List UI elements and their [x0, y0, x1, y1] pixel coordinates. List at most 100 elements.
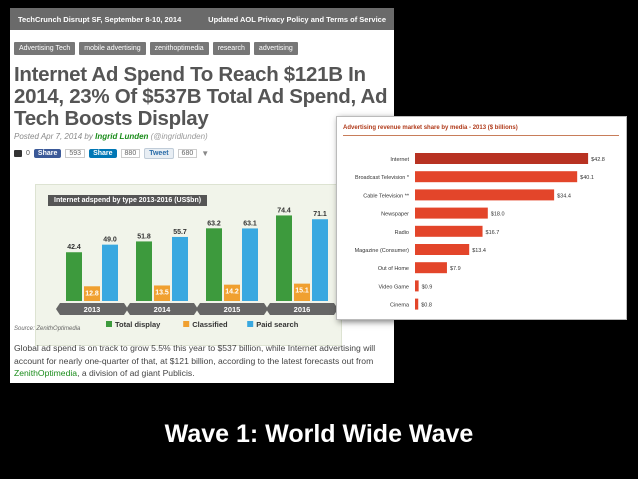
bar-paid-search [312, 219, 328, 301]
media-share-chart: Advertising revenue market share by medi… [336, 116, 627, 320]
social-bar: 0 Share 593 Share 880 Tweet 680 ▼ [14, 148, 209, 159]
legend-swatch [247, 321, 254, 327]
year-tab [56, 303, 128, 315]
bar-classified [154, 285, 170, 301]
category-label: Cable Television ** [363, 193, 410, 199]
bar-classified [294, 283, 310, 301]
legend-entry: Classified [192, 320, 228, 329]
data-label: $42.8 [591, 157, 605, 163]
article-screenshot: TechCrunch Disrupt SF, September 8-10, 2… [10, 8, 394, 383]
data-label: 13.5 [155, 289, 169, 296]
data-label: $40.1 [580, 175, 594, 181]
chart-source: Source: ZenithOptimedia [14, 326, 81, 332]
bar-total-display [136, 241, 152, 301]
adspend-chart: 42.4 12.8 49.0 2013 51.8 13.5 55.7 2014 63.2 14.2… [35, 184, 342, 346]
bar-total-display [276, 215, 292, 301]
data-label: 49.0 [103, 237, 117, 244]
legend-swatch [183, 321, 190, 327]
category-label: Radio [395, 230, 409, 236]
data-label: $0.9 [422, 284, 433, 290]
byline: Posted Apr 7, 2014 by Ingrid Lunden (@in… [14, 132, 208, 141]
year-tab [266, 303, 338, 315]
legend-entry: Paid search [256, 320, 299, 329]
facebook-share-button[interactable]: Share [33, 149, 62, 158]
category-label: Cinema [390, 303, 410, 309]
bar [415, 171, 578, 183]
bar-paid-search [172, 236, 188, 301]
category-label: Broadcast Television * [355, 175, 410, 181]
bar-total-display [206, 228, 222, 301]
bar-paid-search [242, 228, 258, 301]
event-link[interactable]: TechCrunch Disrupt SF, September 8-10, 2… [18, 14, 182, 24]
tag[interactable]: Advertising Tech [14, 42, 76, 55]
comment-icon[interactable] [14, 150, 22, 157]
privacy-link[interactable]: Updated AOL Privacy Policy and Terms of … [208, 14, 386, 24]
tweet-count: 680 [177, 149, 198, 158]
data-label: 14.2 [225, 289, 239, 296]
data-label: 15.1 [295, 288, 309, 295]
data-label: 42.4 [67, 244, 81, 251]
chevron-down-icon[interactable]: ▼ [201, 149, 210, 158]
bar [415, 244, 470, 255]
category-label: Internet [390, 157, 409, 163]
data-label: $13.4 [472, 248, 486, 254]
bar-total-display [66, 252, 82, 301]
data-label: 55.7 [173, 229, 187, 236]
data-label: 74.4 [277, 207, 291, 214]
data-label: 63.2 [207, 220, 221, 227]
category-label: Out of Home [378, 266, 409, 272]
author-handle[interactable]: (@ingridlunden) [150, 132, 208, 141]
bar [415, 153, 589, 164]
media-share-chart-title: Advertising revenue market share by medi… [343, 125, 518, 131]
category-label: Magazine (Consumer) [355, 248, 410, 254]
legend-entry: Total display [115, 320, 161, 329]
tick-label: 2014 [154, 305, 172, 314]
tag[interactable]: research [212, 42, 250, 55]
author-link[interactable]: Ingrid Lunden [95, 132, 149, 141]
facebook-share-count: 593 [65, 149, 86, 158]
data-label: $0.8 [421, 303, 432, 309]
tick-label: 2016 [294, 305, 311, 314]
adspend-chart-title: Internet adspend by type 2013-2016 (US$b… [48, 195, 208, 206]
article-body: Global ad spend is on track to grow 5.5%… [14, 342, 392, 380]
tag[interactable]: advertising [253, 42, 298, 55]
data-label: 51.8 [137, 233, 151, 240]
media-share-chart-svg: Internet $42.8 Broadcast Television * $40.1… [355, 153, 605, 310]
posted-date: Posted Apr 7, 2014 by [14, 132, 93, 141]
linkedin-share-button[interactable]: Share [89, 149, 117, 158]
data-label: $16.7 [486, 230, 500, 236]
data-label: $7.9 [450, 266, 461, 272]
slide-caption: Wave 1: World Wide Wave [164, 420, 474, 448]
bar-classified [224, 284, 240, 301]
data-label: 71.1 [313, 211, 327, 218]
category-label: Newspaper [381, 212, 409, 218]
data-label: 12.8 [85, 290, 99, 297]
tick-label: 2015 [224, 305, 241, 314]
bar-paid-search [102, 244, 118, 301]
divider [343, 135, 619, 136]
legend-swatch [106, 321, 112, 327]
zenith-link[interactable]: ZenithOptimedia [14, 368, 78, 378]
data-label: $34.4 [557, 193, 571, 199]
bar [415, 225, 483, 237]
bar [415, 189, 555, 201]
bar [415, 298, 419, 310]
tag[interactable]: mobile advertising [79, 42, 146, 55]
bar [415, 262, 447, 274]
tick-label: 2013 [84, 305, 101, 314]
top-bar: TechCrunch Disrupt SF, September 8-10, 2… [10, 8, 394, 30]
year-tab [126, 303, 198, 315]
data-label: 63.1 [243, 220, 257, 227]
bar-classified [84, 286, 100, 301]
tag-list: Advertising Tech mobile advertising zeni… [14, 42, 298, 55]
article-text: , a division of ad giant Publicis. [77, 368, 195, 378]
year-tab [196, 303, 268, 315]
bar [415, 280, 419, 292]
tag[interactable]: zenithoptimedia [149, 42, 209, 55]
article-headline: Internet Ad Spend To Reach $121B In 2014… [14, 63, 388, 130]
bar [415, 207, 488, 219]
adspend-chart-svg: 42.4 12.8 49.0 2013 51.8 13.5 55.7 2014 63.2 14.2… [56, 207, 338, 329]
tweet-button[interactable]: Tweet [144, 148, 174, 159]
article-text: Global ad spend is on track to grow 5.5%… [14, 343, 376, 366]
